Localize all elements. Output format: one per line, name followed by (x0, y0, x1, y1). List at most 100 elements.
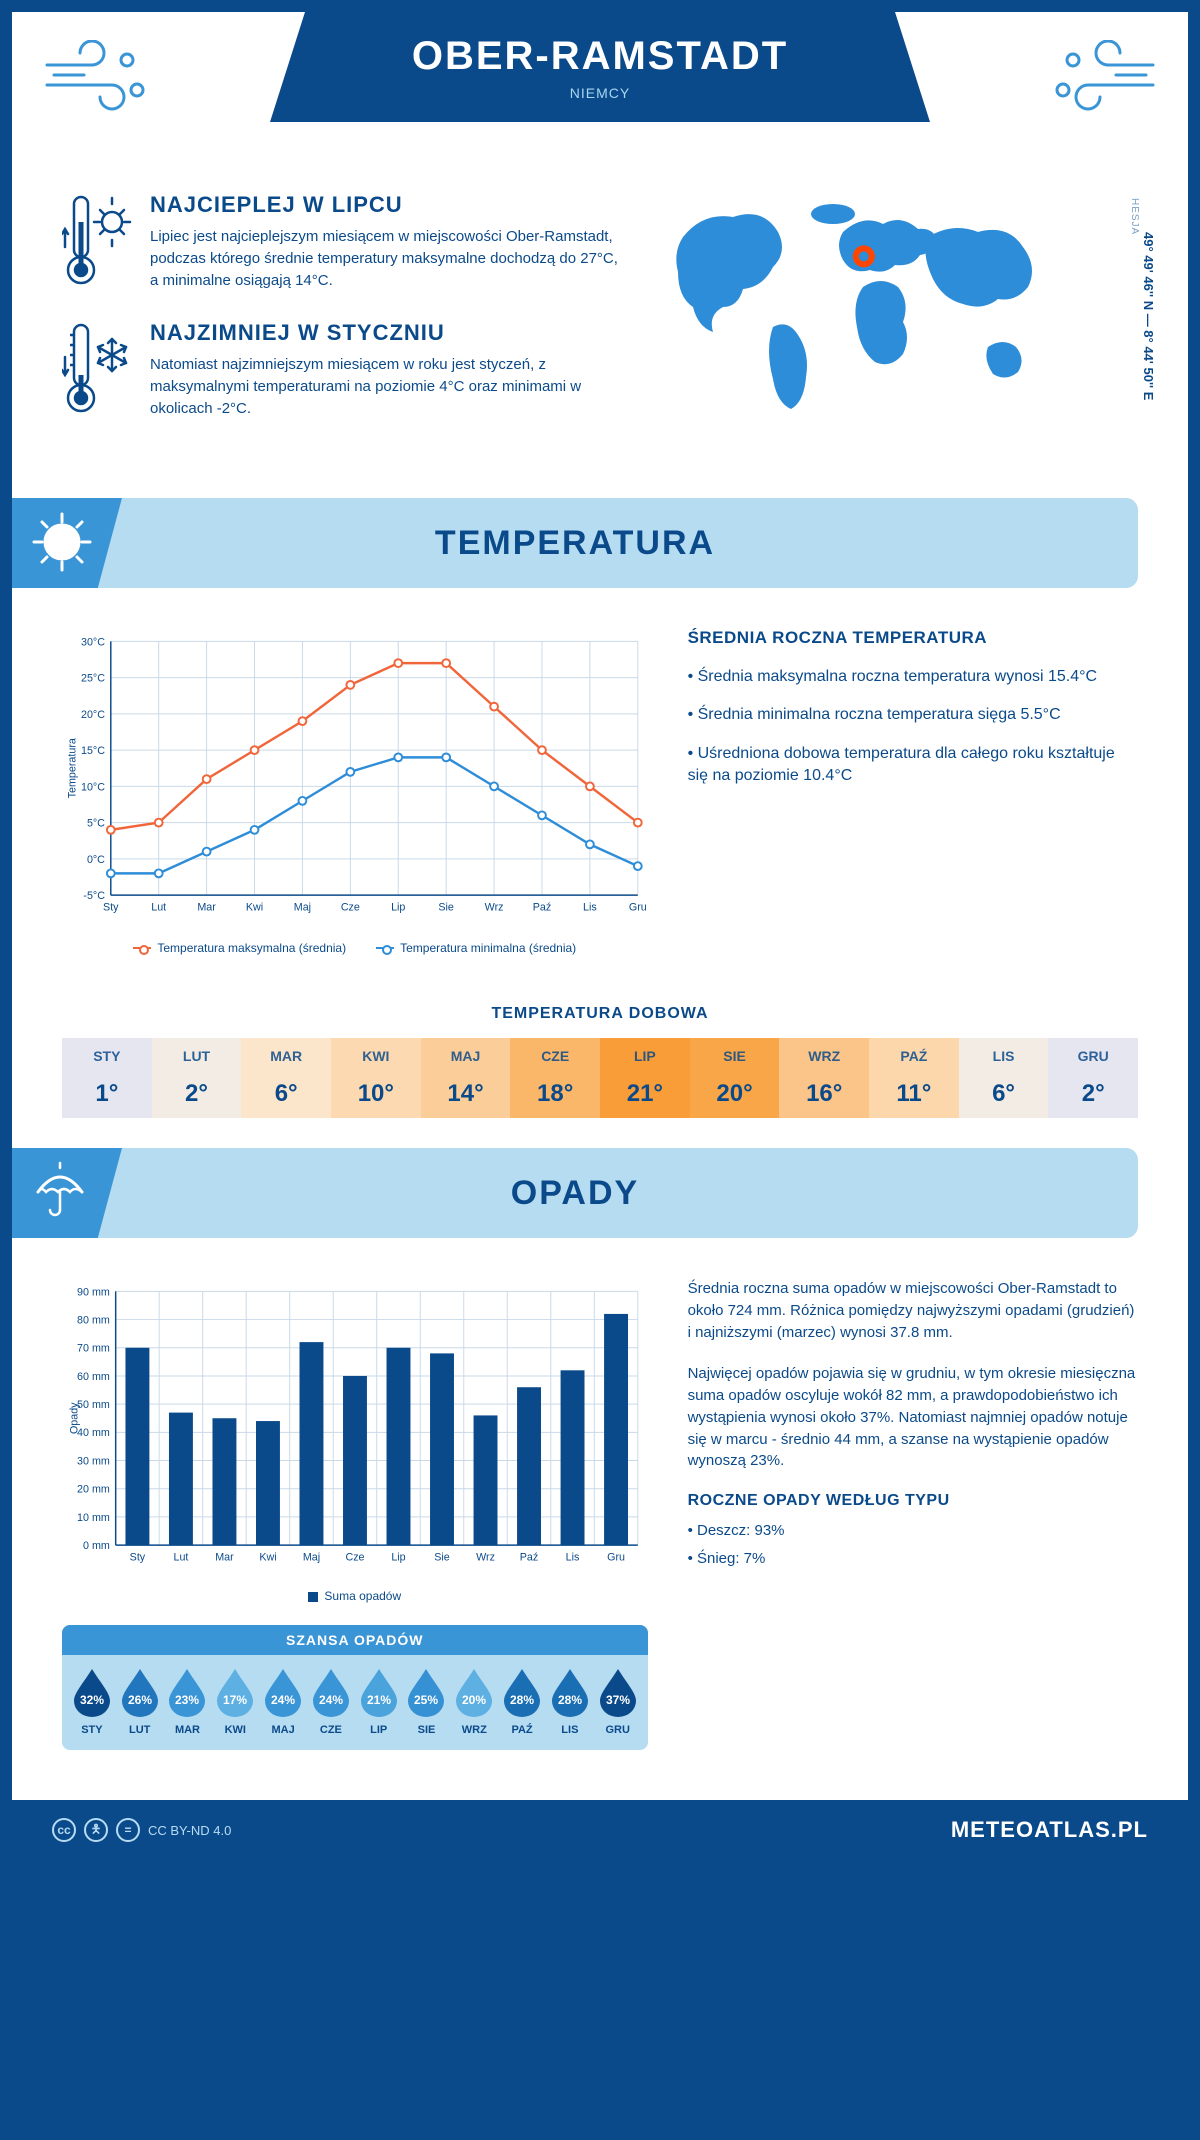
daily-cell: MAJ 14° (421, 1038, 511, 1118)
chance-drop: 37% GRU (594, 1667, 642, 1736)
chance-drop: 24% CZE (307, 1667, 355, 1736)
legend-max: Temperatura maksymalna (średnia) (157, 941, 346, 955)
annual-bullet: • Średnia minimalna roczna temperatura s… (688, 704, 1138, 726)
city-name: OBER-RAMSTADT (412, 34, 788, 79)
svg-text:80 mm: 80 mm (77, 1314, 110, 1326)
chance-month: MAJ (259, 1724, 307, 1736)
thermometer-hot-icon (62, 192, 132, 292)
license-text: CC BY-ND 4.0 (148, 1823, 231, 1838)
daily-value: 2° (152, 1074, 242, 1108)
precip-type-item: • Śnieg: 7% (688, 1548, 1138, 1570)
chance-month: LIP (355, 1724, 403, 1736)
svg-text:20%: 20% (462, 1693, 486, 1707)
hottest-fact: NAJCIEPLEJ W LIPCU Lipiec jest najcieple… (62, 192, 618, 292)
country-name: NIEMCY (570, 85, 630, 101)
daily-cell: KWI 10° (331, 1038, 421, 1118)
precip-legend: Suma opadów (62, 1589, 648, 1603)
title-banner: OBER-RAMSTADT NIEMCY (305, 12, 895, 122)
coldest-text: Natomiast najzimniejszym miesiącem w rok… (150, 354, 618, 419)
precip-text-2: Najwięcej opadów pojawia się w grudniu, … (688, 1363, 1138, 1472)
precip-title: OPADY (511, 1174, 639, 1213)
intro-section: NAJCIEPLEJ W LIPCU Lipiec jest najcieple… (12, 182, 1188, 478)
svg-text:10 mm: 10 mm (77, 1512, 110, 1524)
daily-cell: LIP 21° (600, 1038, 690, 1118)
raindrop-icon: 17% (215, 1667, 255, 1717)
daily-cell: MAR 6° (241, 1038, 331, 1118)
raindrop-icon: 23% (167, 1667, 207, 1717)
chance-drop: 20% WRZ (450, 1667, 498, 1736)
daily-cell: CZE 18° (510, 1038, 600, 1118)
svg-text:Maj: Maj (303, 1552, 320, 1564)
svg-text:Wrz: Wrz (485, 902, 504, 914)
chance-month: LIS (546, 1724, 594, 1736)
license: cc 🯅 = CC BY-ND 4.0 (52, 1818, 231, 1842)
raindrop-icon: 20% (454, 1667, 494, 1717)
svg-text:Wrz: Wrz (476, 1552, 495, 1564)
daily-cell: STY 1° (62, 1038, 152, 1118)
svg-text:Maj: Maj (294, 902, 311, 914)
daily-month: PAŹ (869, 1048, 959, 1074)
svg-text:Sty: Sty (130, 1552, 146, 1564)
svg-text:Sty: Sty (103, 902, 119, 914)
svg-text:30°C: 30°C (81, 636, 105, 648)
coldest-title: NAJZIMNIEJ W STYCZNIU (150, 320, 618, 346)
daily-value: 14° (421, 1074, 511, 1108)
coldest-fact: NAJZIMNIEJ W STYCZNIU Natomiast najzimni… (62, 320, 618, 420)
svg-text:25°C: 25°C (81, 673, 105, 685)
chance-drop: 17% KWI (211, 1667, 259, 1736)
svg-text:26%: 26% (128, 1693, 152, 1707)
annual-temp-bullets: • Średnia maksymalna roczna temperatura … (688, 666, 1138, 788)
annual-temp-title: ŚREDNIA ROCZNA TEMPERATURA (688, 628, 1138, 648)
daily-month: WRZ (779, 1048, 869, 1074)
chance-month: MAR (164, 1724, 212, 1736)
svg-text:50 mm: 50 mm (77, 1399, 110, 1411)
svg-text:Sie: Sie (434, 1552, 450, 1564)
precip-type-list: • Deszcz: 93% • Śnieg: 7% (688, 1520, 1138, 1570)
svg-text:0°C: 0°C (87, 854, 105, 866)
daily-month: MAR (241, 1048, 331, 1074)
temperature-line-chart: -5°C0°C5°C10°C15°C20°C25°C30°CStyLutMarK… (62, 628, 648, 928)
header: OBER-RAMSTADT NIEMCY (12, 12, 1188, 182)
daily-value: 20° (690, 1074, 780, 1108)
daily-month: KWI (331, 1048, 421, 1074)
umbrella-icon (30, 1160, 90, 1220)
chance-drop: 32% STY (68, 1667, 116, 1736)
daily-month: GRU (1048, 1048, 1138, 1074)
svg-text:32%: 32% (80, 1693, 104, 1707)
raindrop-icon: 25% (406, 1667, 446, 1717)
chance-drop: 28% LIS (546, 1667, 594, 1736)
thermometer-cold-icon (62, 320, 132, 420)
daily-cell: GRU 2° (1048, 1038, 1138, 1118)
svg-text:Opady: Opady (69, 1402, 81, 1434)
svg-text:28%: 28% (510, 1693, 534, 1707)
daily-month: STY (62, 1048, 152, 1074)
raindrop-icon: 28% (502, 1667, 542, 1717)
daily-cell: LIS 6° (959, 1038, 1049, 1118)
svg-text:Gru: Gru (629, 902, 647, 914)
precip-type-item: • Deszcz: 93% (688, 1520, 1138, 1542)
wind-icon-left (42, 40, 152, 120)
svg-text:25%: 25% (414, 1693, 438, 1707)
temperature-legend: Temperatura maksymalna (średnia) Tempera… (62, 941, 648, 955)
daily-value: 11° (869, 1074, 959, 1108)
svg-text:Mar: Mar (215, 1552, 234, 1564)
svg-text:Sie: Sie (438, 902, 454, 914)
svg-text:70 mm: 70 mm (77, 1343, 110, 1355)
svg-text:37%: 37% (606, 1693, 630, 1707)
temperature-header: TEMPERATURA (12, 498, 1138, 588)
raindrop-icon: 37% (598, 1667, 638, 1717)
chance-month: KWI (211, 1724, 259, 1736)
page: OBER-RAMSTADT NIEMCY NAJCIEPLEJ W LIPCU … (0, 0, 1200, 1872)
chance-month: GRU (594, 1724, 642, 1736)
svg-text:Gru: Gru (607, 1552, 625, 1564)
daily-value: 6° (241, 1074, 331, 1108)
raindrop-icon: 21% (359, 1667, 399, 1717)
daily-value: 10° (331, 1074, 421, 1108)
daily-month: LUT (152, 1048, 242, 1074)
svg-text:0 mm: 0 mm (83, 1540, 110, 1552)
svg-text:20°C: 20°C (81, 709, 105, 721)
brand: METEOATLAS.PL (951, 1817, 1148, 1843)
svg-text:40 mm: 40 mm (77, 1427, 110, 1439)
daily-value: 21° (600, 1074, 690, 1108)
chance-drop: 26% LUT (116, 1667, 164, 1736)
